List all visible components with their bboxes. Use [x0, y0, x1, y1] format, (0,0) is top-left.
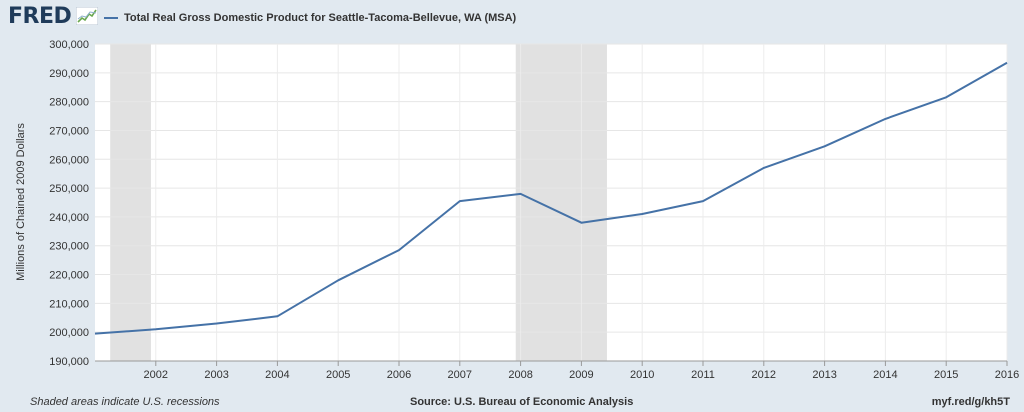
x-tick-label: 2004: [265, 369, 289, 381]
data-point[interactable]: [702, 200, 705, 203]
data-point[interactable]: [580, 221, 583, 224]
data-point[interactable]: [945, 96, 948, 99]
chart-footer: Shaded areas indicate U.S. recessions So…: [0, 392, 1024, 412]
y-tick-label: 230,000: [49, 241, 89, 253]
x-tick-label: 2015: [934, 369, 958, 381]
chart-header: FRED Total Real Gross Domestic Product f…: [0, 0, 1024, 36]
y-tick-label: 200,000: [49, 327, 89, 339]
x-tick-label: 2007: [448, 369, 472, 381]
y-tick-label: 260,000: [49, 154, 89, 166]
x-tick-label: 2008: [508, 369, 532, 381]
y-tick-label: 250,000: [49, 183, 89, 195]
data-point[interactable]: [215, 322, 218, 325]
x-tick-label: 2009: [569, 369, 593, 381]
data-point[interactable]: [458, 200, 461, 203]
data-point[interactable]: [337, 279, 340, 282]
x-tick-label: 2006: [387, 369, 411, 381]
x-tick-label: 2014: [873, 369, 897, 381]
data-point[interactable]: [398, 249, 401, 252]
legend-swatch: [104, 17, 118, 19]
data-point[interactable]: [154, 328, 157, 331]
gridlines: [95, 43, 1008, 362]
x-tick-label: 2016: [995, 369, 1019, 381]
y-tick-label: 240,000: [49, 212, 89, 224]
fred-logo[interactable]: FRED: [8, 4, 72, 29]
recession-bands: [110, 44, 607, 361]
data-point[interactable]: [641, 213, 644, 216]
data-point[interactable]: [519, 192, 522, 195]
data-point[interactable]: [884, 117, 887, 120]
recession-note: Shaded areas indicate U.S. recessions: [30, 396, 220, 408]
recession-band-0: [110, 44, 151, 361]
x-tick-label: 2002: [144, 369, 168, 381]
y-tick-label: 300,000: [49, 39, 89, 51]
recession-band-1: [515, 44, 607, 361]
data-point[interactable]: [94, 332, 97, 335]
x-tick-label: 2003: [204, 369, 228, 381]
data-point[interactable]: [762, 166, 765, 169]
chart-legend: Total Real Gross Domestic Product for Se…: [104, 8, 516, 28]
short-link[interactable]: myf.red/g/kh5T: [931, 396, 1010, 408]
series-group: [94, 61, 1009, 335]
y-tick-label: 270,000: [49, 125, 89, 137]
y-axis-title: Millions of Chained 2009 Dollars: [15, 123, 27, 281]
line-graph-icon: [76, 7, 98, 25]
x-tick-label: 2010: [630, 369, 654, 381]
source-text[interactable]: Source: U.S. Bureau of Economic Analysis: [410, 396, 634, 408]
y-tick-label: 280,000: [49, 97, 89, 109]
legend-label[interactable]: Total Real Gross Domestic Product for Se…: [124, 12, 517, 24]
x-tick-label: 2012: [752, 369, 776, 381]
data-point[interactable]: [1006, 61, 1009, 64]
data-point[interactable]: [823, 145, 826, 148]
y-axis-ticks: 190,000 200,000 210,000 220,000 230,000 240,0…: [49, 39, 89, 368]
x-tick-label: 2013: [812, 369, 836, 381]
x-axis-ticks: 2002 2003 2004 2005 2006 2007 2008 2009 2010 2011…: [144, 361, 1019, 381]
y-tick-label: 290,000: [49, 68, 89, 80]
y-tick-label: 210,000: [49, 298, 89, 310]
series-line-0[interactable]: [94, 61, 1008, 335]
x-tick-label: 2011: [691, 369, 715, 381]
x-tick-label: 2005: [326, 369, 350, 381]
data-point[interactable]: [276, 315, 279, 318]
y-tick-label: 190,000: [49, 356, 89, 368]
y-tick-label: 220,000: [49, 270, 89, 282]
